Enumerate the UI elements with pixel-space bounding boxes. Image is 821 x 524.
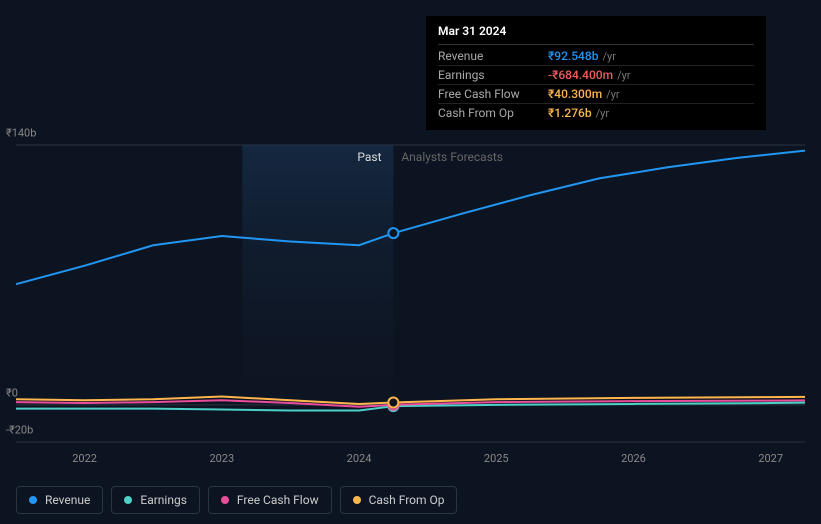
legend-dot (124, 496, 132, 504)
x-tick-label: 2025 (484, 452, 509, 465)
y-tick-label: ₹0 (6, 386, 18, 399)
legend-label: Earnings (140, 493, 187, 507)
y-tick-label: -₹20b (6, 424, 33, 437)
legend-item-revenue[interactable]: Revenue (16, 486, 103, 514)
x-tick-label: 2026 (621, 452, 646, 465)
tooltip-row-unit: /yr (602, 50, 615, 63)
revenue-line (16, 151, 805, 285)
tooltip-row-label: Cash From Op (438, 106, 548, 120)
x-tick-label: 2023 (209, 452, 234, 465)
cfo-marker (388, 397, 398, 407)
past-label: Past (357, 150, 381, 164)
chart-legend: Revenue Earnings Free Cash Flow Cash From O… (16, 486, 457, 514)
tooltip-row-value: ₹40.300m (548, 87, 602, 101)
legend-item-free-cash-flow[interactable]: Free Cash Flow (208, 486, 332, 514)
legend-label: Free Cash Flow (237, 493, 319, 507)
tooltip-row-label: Revenue (438, 49, 548, 63)
legend-label: Cash From Op (369, 493, 445, 507)
legend-item-earnings[interactable]: Earnings (111, 486, 200, 514)
tooltip-row: Free Cash Flow₹40.300m/yr (438, 85, 754, 104)
legend-dot (221, 496, 229, 504)
x-tick-label: 2027 (758, 452, 783, 465)
x-tick-label: 2022 (72, 452, 97, 465)
tooltip-row-label: Free Cash Flow (438, 87, 548, 101)
tooltip-row-unit: /yr (606, 88, 619, 101)
legend-dot (353, 496, 361, 504)
tooltip-row: Cash From Op₹1.276b/yr (438, 104, 754, 122)
tooltip-row-value: ₹1.276b (548, 106, 592, 120)
x-tick-label: 2024 (347, 452, 372, 465)
tooltip-row-value: -₹684.400m (548, 68, 613, 82)
tooltip-row: Revenue₹92.548b/yr (438, 47, 754, 66)
legend-dot (29, 496, 37, 504)
tooltip-date: Mar 31 2024 (438, 24, 754, 45)
tooltip-row-unit: /yr (596, 107, 609, 120)
revenue-marker (388, 228, 398, 238)
tooltip-row-label: Earnings (438, 68, 548, 82)
tooltip-row-value: ₹92.548b (548, 49, 598, 63)
y-tick-label: ₹140b (6, 127, 36, 140)
forecast-label: Analysts Forecasts (401, 150, 503, 164)
legend-label: Revenue (45, 493, 90, 507)
tooltip-row-unit: /yr (617, 69, 630, 82)
chart-tooltip: Mar 31 2024 Revenue₹92.548b/yrEarnings-₹… (426, 16, 766, 130)
tooltip-row: Earnings-₹684.400m/yr (438, 66, 754, 85)
legend-item-cash-from-op[interactable]: Cash From Op (340, 486, 458, 514)
